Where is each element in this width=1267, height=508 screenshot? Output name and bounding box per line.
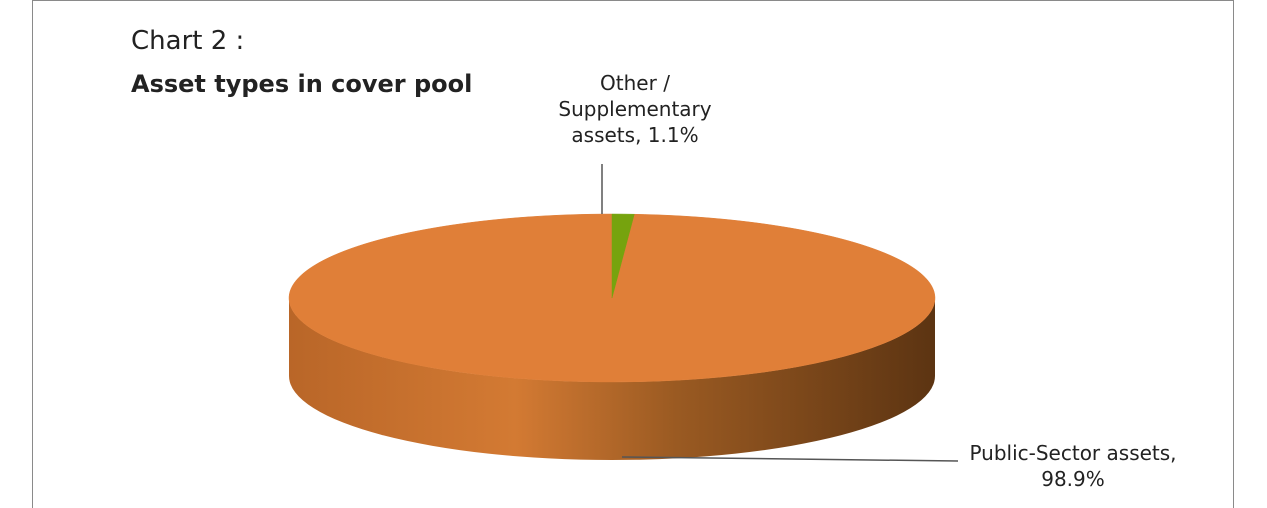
slice-label-other-line1: Other / — [600, 71, 670, 95]
slice-label-public: Public-Sector assets, 98.9% — [958, 440, 1188, 492]
slice-label-other-line3: assets, 1.1% — [571, 123, 699, 147]
slice-label-public-line1: Public-Sector assets, — [969, 441, 1177, 465]
slice-label-public-line2: 98.9% — [1041, 467, 1105, 491]
chart-frame — [32, 0, 1234, 508]
leader-line-public — [621, 456, 959, 462]
slice-label-other-line2: Supplementary — [558, 97, 712, 121]
chart-title: Asset types in cover pool — [131, 70, 473, 98]
pie-slice-other — [611, 213, 635, 299]
pie-side-wall — [289, 298, 935, 460]
slice-label-other: Other / Supplementary assets, 1.1% — [535, 70, 735, 148]
chart-number-label: Chart 2 : — [131, 26, 245, 56]
